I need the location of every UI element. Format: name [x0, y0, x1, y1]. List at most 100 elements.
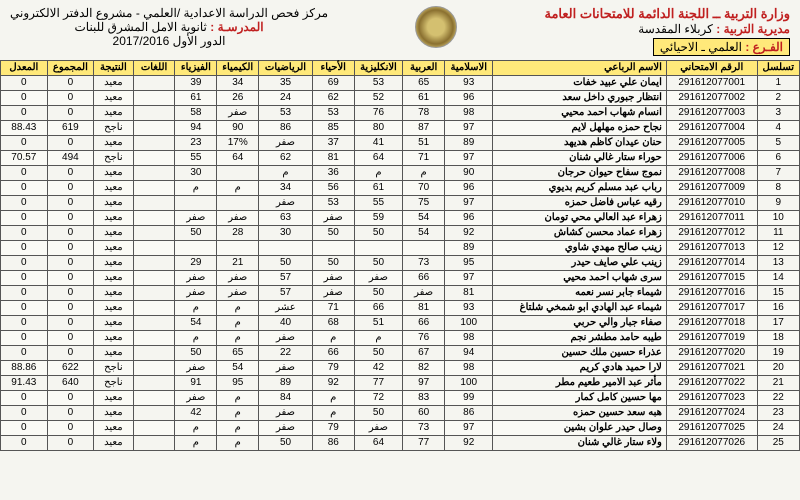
col-header: الانكليزية	[354, 61, 403, 76]
cell: صفر	[403, 286, 445, 301]
cell: 0	[47, 316, 93, 331]
cell: 34	[259, 181, 313, 196]
cell	[133, 391, 175, 406]
cell: 0	[1, 196, 48, 211]
cell: 291612077025	[666, 421, 757, 436]
cell: 42	[175, 406, 217, 421]
cell: م	[217, 181, 259, 196]
cell: 89	[445, 136, 493, 151]
cell: 36	[312, 166, 354, 181]
col-header: الفيزياء	[175, 61, 217, 76]
cell: م	[354, 166, 403, 181]
branch-label: الفـرع :	[745, 40, 783, 54]
cell	[133, 376, 175, 391]
cell: 0	[47, 91, 93, 106]
cell: 0	[47, 391, 93, 406]
cell: 88.43	[1, 121, 48, 136]
cell: 39	[175, 76, 217, 91]
col-header: الرياضيات	[259, 61, 313, 76]
cell: 100	[445, 376, 493, 391]
cell: ناجح	[94, 151, 134, 166]
cell: 95	[445, 256, 493, 271]
cell: 29	[175, 256, 217, 271]
cell: 11	[757, 226, 799, 241]
cell: معيد	[94, 331, 134, 346]
cell	[259, 241, 313, 256]
cell: 291612077004	[666, 121, 757, 136]
cell: 92	[445, 226, 493, 241]
cell: 50	[354, 346, 403, 361]
cell: 16	[757, 301, 799, 316]
cell: 53	[312, 106, 354, 121]
cell: 71	[403, 151, 445, 166]
cell: 25	[757, 436, 799, 451]
cell: ناجح	[94, 376, 134, 391]
cell: 92	[312, 376, 354, 391]
cell: 65	[217, 346, 259, 361]
cell: 291612077011	[666, 211, 757, 226]
cell: 75	[403, 196, 445, 211]
cell: 98	[445, 331, 493, 346]
cell: لارا حميد هادي كريم	[493, 361, 666, 376]
cell: 0	[47, 166, 93, 181]
cell	[133, 226, 175, 241]
table-row: 22291612077023مها حسين كامل كمار998372م8…	[1, 391, 800, 406]
cell: 50	[175, 346, 217, 361]
cell: نموج سفاح حيوان حرجان	[493, 166, 666, 181]
cell: 86	[259, 121, 313, 136]
cell: 96	[445, 91, 493, 106]
cell: صفر	[312, 211, 354, 226]
cell: 0	[1, 166, 48, 181]
cell: 53	[259, 106, 313, 121]
cell: م	[175, 331, 217, 346]
cell: 24	[259, 91, 313, 106]
cell: مأثر عبد الامير طعيم مطر	[493, 376, 666, 391]
col-header: النتيجة	[94, 61, 134, 76]
cell: 60	[403, 406, 445, 421]
cell: معيد	[94, 301, 134, 316]
table-row: 7291612077008نموج سفاح حيوان حرجان90مم36…	[1, 166, 800, 181]
cell: 64	[354, 436, 403, 451]
table-row: 15291612077016شيماء جابر نسر نعمه81صفر50…	[1, 286, 800, 301]
cell: 96	[445, 211, 493, 226]
cell: 0	[47, 346, 93, 361]
cell: 69	[312, 76, 354, 91]
cell: معيد	[94, 436, 134, 451]
cell: 0	[1, 181, 48, 196]
cell: معيد	[94, 226, 134, 241]
cell: معيد	[94, 196, 134, 211]
col-header: الاسم الرباعي	[493, 61, 666, 76]
cell: 0	[47, 181, 93, 196]
cell: 0	[47, 196, 93, 211]
cell: 291612077017	[666, 301, 757, 316]
cell	[175, 241, 217, 256]
cell: 80	[354, 121, 403, 136]
cell	[133, 256, 175, 271]
table-header-row: تسلسلالرقم الامتحانيالاسم الرباعيالاسلام…	[1, 61, 800, 76]
cell	[133, 121, 175, 136]
cell: 93	[445, 76, 493, 91]
directorate-value: كربلاء المقدسة	[638, 22, 713, 36]
school-label: المدرسـة :	[210, 20, 263, 34]
cell: م	[217, 301, 259, 316]
cell: 291612077014	[666, 256, 757, 271]
cell: عشر	[259, 301, 313, 316]
cell: 37	[312, 136, 354, 151]
cell: رباب عبد مسلم كريم بديوي	[493, 181, 666, 196]
cell: 291612077008	[666, 166, 757, 181]
cell: 291612077005	[666, 136, 757, 151]
cell: 9	[757, 196, 799, 211]
cell: 78	[403, 106, 445, 121]
cell: صفر	[259, 421, 313, 436]
cell: 100	[445, 316, 493, 331]
cell: 54	[175, 316, 217, 331]
cell: صفر	[217, 106, 259, 121]
cell: 97	[445, 121, 493, 136]
cell: 291612077026	[666, 436, 757, 451]
cell: معيد	[94, 106, 134, 121]
cell: حوراء ستار غالي شنان	[493, 151, 666, 166]
cell: 66	[403, 271, 445, 286]
cell: 23	[175, 136, 217, 151]
cell: 0	[47, 256, 93, 271]
col-header: الاسلامية	[445, 61, 493, 76]
